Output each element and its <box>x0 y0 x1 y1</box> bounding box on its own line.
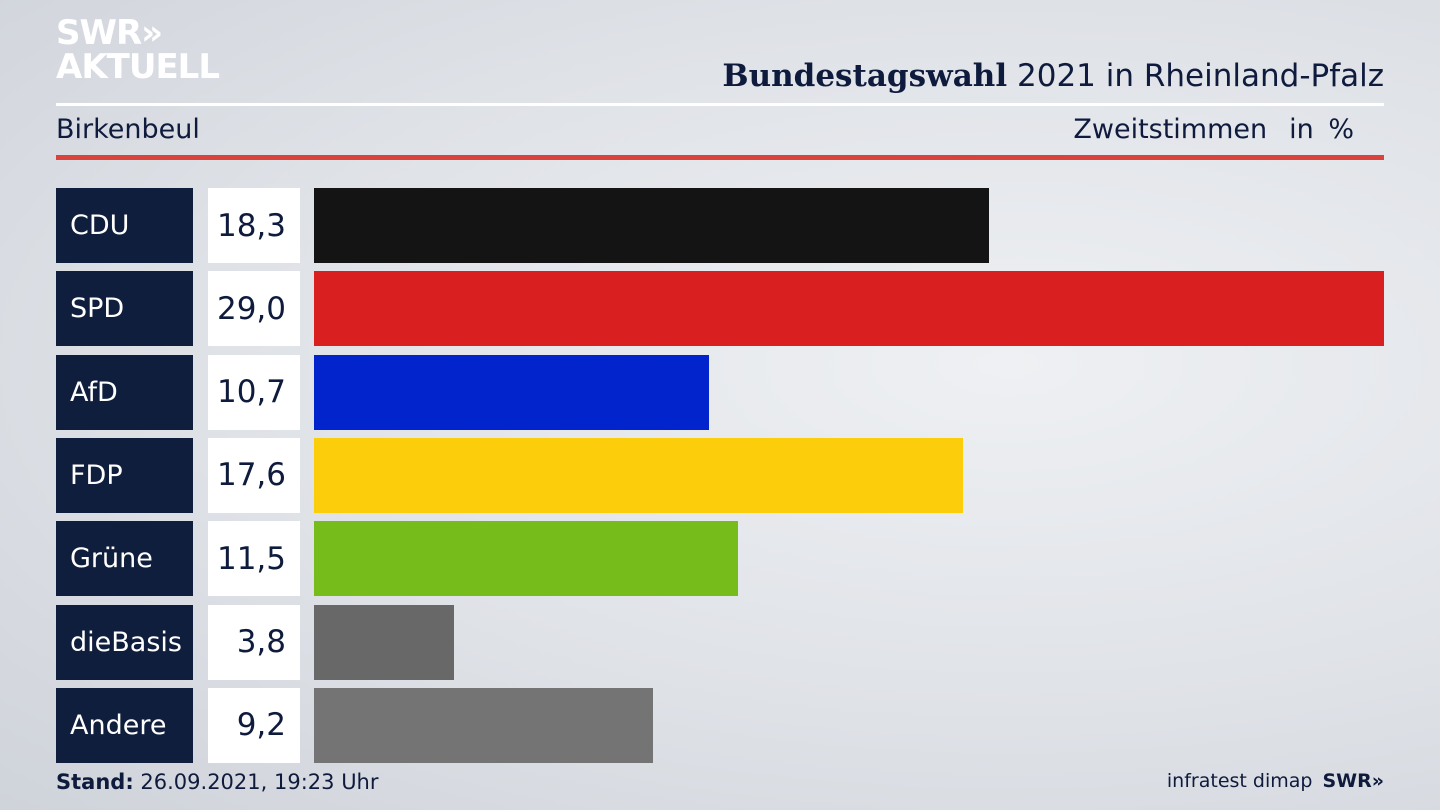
stand-value: 26.09.2021, 19:23 Uhr <box>140 770 379 794</box>
bar <box>314 521 739 597</box>
swr-aktuell-logo: SWR» AKTUELL <box>56 13 220 87</box>
unit-label: in % <box>1289 114 1354 145</box>
chart-title-rest: 2021 in Rheinland-Pfalz <box>1017 58 1384 94</box>
bar <box>314 188 990 263</box>
value-label: 3,8 <box>208 604 300 680</box>
swr-footer-logo: SWR» <box>1322 770 1384 792</box>
stand-label: Stand: <box>56 770 134 794</box>
party-label: FDP <box>56 437 193 513</box>
header-accent-rule <box>56 155 1384 160</box>
chart-title: Bundestagswahl 2021 in Rheinland-Pfalz <box>722 58 1384 94</box>
value-label: 11,5 <box>208 521 300 597</box>
timestamp: Stand: 26.09.2021, 19:23 Uhr <box>56 770 379 794</box>
footer-source: infratest dimap SWR» <box>1167 770 1384 792</box>
party-label: AfD <box>56 354 193 430</box>
bar <box>314 604 455 680</box>
source-label: infratest dimap <box>1166 770 1313 792</box>
measure-label: Zweitstimmen in % <box>1073 114 1354 145</box>
party-label: Andere <box>56 687 193 763</box>
party-label: CDU <box>56 188 193 263</box>
value-label: 17,6 <box>208 437 300 513</box>
bar <box>314 437 964 513</box>
logo-line-1: SWR» <box>56 13 163 53</box>
value-label: 18,3 <box>208 188 300 263</box>
bar <box>314 354 709 430</box>
measure-name: Zweitstimmen <box>1073 114 1268 145</box>
place-name: Birkenbeul <box>56 114 200 145</box>
value-label: 10,7 <box>208 354 300 430</box>
header-divider <box>56 103 1384 106</box>
value-label: 9,2 <box>208 687 300 763</box>
bar <box>314 687 654 763</box>
logo-line-2: AKTUELL <box>56 47 220 87</box>
party-label: SPD <box>56 271 193 347</box>
chart-title-bold: Bundestagswahl <box>722 58 1008 94</box>
party-label: Grüne <box>56 521 193 597</box>
party-label: dieBasis <box>56 604 193 680</box>
value-label: 29,0 <box>208 271 300 347</box>
bar <box>314 271 1384 347</box>
